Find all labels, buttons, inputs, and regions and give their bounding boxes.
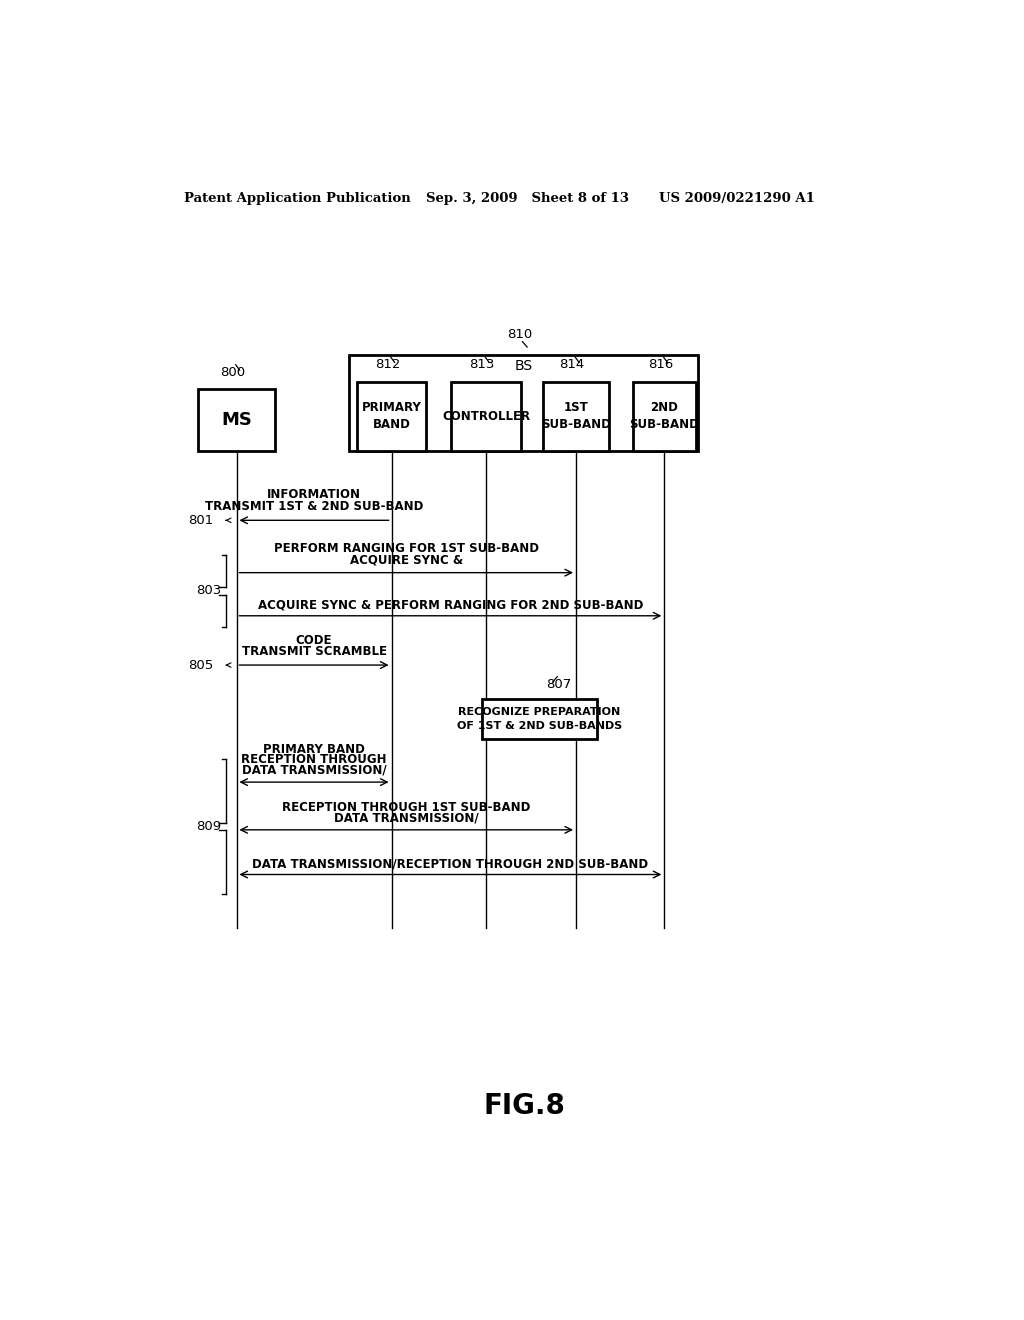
Bar bbox=[482, 700, 597, 739]
Text: DATA TRANSMISSION/RECEPTION THROUGH 2ND SUB-BAND: DATA TRANSMISSION/RECEPTION THROUGH 2ND … bbox=[252, 857, 648, 870]
Text: DATA TRANSMISSION/: DATA TRANSMISSION/ bbox=[334, 810, 478, 824]
Bar bbox=[356, 381, 426, 451]
Text: RECOGNIZE PREPARATION
OF 1ST & 2ND SUB-BANDS: RECOGNIZE PREPARATION OF 1ST & 2ND SUB-B… bbox=[457, 708, 623, 730]
Text: DATA TRANSMISSION/: DATA TRANSMISSION/ bbox=[242, 763, 386, 776]
Bar bbox=[452, 381, 521, 451]
Text: MS: MS bbox=[221, 412, 252, 429]
Text: 813: 813 bbox=[469, 358, 495, 371]
Bar bbox=[349, 355, 697, 451]
Text: FIG.8: FIG.8 bbox=[484, 1092, 565, 1119]
Text: INFORMATION: INFORMATION bbox=[267, 488, 361, 502]
Text: 816: 816 bbox=[648, 358, 673, 371]
Text: 801: 801 bbox=[188, 513, 213, 527]
Text: TRANSMIT SCRAMBLE: TRANSMIT SCRAMBLE bbox=[242, 644, 386, 657]
Text: 1ST
SUB-BAND: 1ST SUB-BAND bbox=[541, 401, 611, 432]
Text: PRIMARY BAND: PRIMARY BAND bbox=[263, 743, 365, 756]
Text: US 2009/0221290 A1: US 2009/0221290 A1 bbox=[658, 191, 815, 205]
Text: 803: 803 bbox=[196, 585, 221, 597]
Text: Sep. 3, 2009   Sheet 8 of 13: Sep. 3, 2009 Sheet 8 of 13 bbox=[426, 191, 630, 205]
Text: RECEPTION THROUGH: RECEPTION THROUGH bbox=[242, 754, 387, 767]
Text: 2ND
SUB-BAND: 2ND SUB-BAND bbox=[630, 401, 699, 432]
Text: 809: 809 bbox=[196, 820, 221, 833]
Text: TRANSMIT 1ST & 2ND SUB-BAND: TRANSMIT 1ST & 2ND SUB-BAND bbox=[205, 500, 423, 513]
Text: ACQUIRE SYNC &: ACQUIRE SYNC & bbox=[349, 553, 463, 566]
Text: CONTROLLER: CONTROLLER bbox=[442, 409, 530, 422]
Text: 810: 810 bbox=[507, 329, 532, 342]
Text: RECEPTION THROUGH 1ST SUB-BAND: RECEPTION THROUGH 1ST SUB-BAND bbox=[282, 801, 530, 814]
Text: 805: 805 bbox=[188, 659, 213, 672]
Text: ACQUIRE SYNC & PERFORM RANGING FOR 2ND SUB-BAND: ACQUIRE SYNC & PERFORM RANGING FOR 2ND S… bbox=[258, 598, 643, 611]
Text: 807: 807 bbox=[546, 677, 571, 690]
Text: BS: BS bbox=[514, 359, 532, 372]
Text: 812: 812 bbox=[375, 358, 400, 371]
Text: 800: 800 bbox=[220, 366, 245, 379]
Text: Patent Application Publication: Patent Application Publication bbox=[183, 191, 411, 205]
Bar bbox=[198, 389, 275, 451]
Text: CODE: CODE bbox=[296, 634, 332, 647]
Bar bbox=[543, 381, 609, 451]
Text: PERFORM RANGING FOR 1ST SUB-BAND: PERFORM RANGING FOR 1ST SUB-BAND bbox=[273, 543, 539, 556]
Text: PRIMARY
BAND: PRIMARY BAND bbox=[361, 401, 422, 432]
Bar bbox=[633, 381, 696, 451]
Text: 814: 814 bbox=[559, 358, 585, 371]
